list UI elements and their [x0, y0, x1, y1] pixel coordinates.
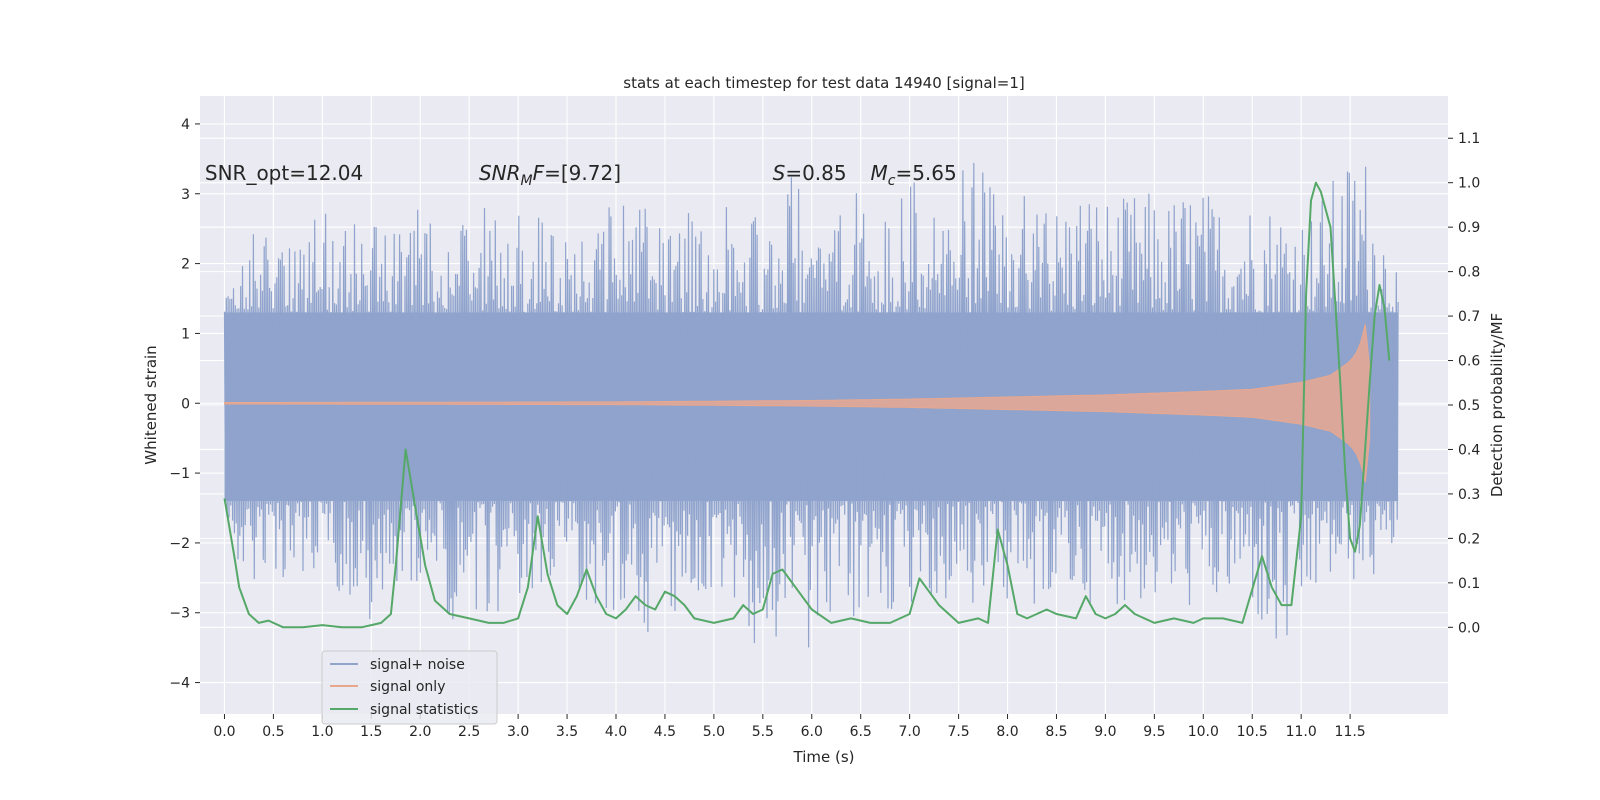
x-tick-label: 1.0	[311, 724, 333, 740]
legend-label-signal-statistics: signal statistics	[370, 702, 478, 718]
x-tick-label: 11.5	[1335, 724, 1366, 740]
annotation-part: =5.65	[895, 161, 956, 185]
y-right-tick-label: 1.0	[1458, 176, 1480, 192]
annotation-part: S	[773, 161, 786, 185]
annotation-2: S=0.85	[773, 161, 847, 185]
y-tick-label: 0	[181, 396, 190, 412]
y-axis-right-label: Detection probability/MF	[1488, 313, 1506, 497]
annotation-part: F	[533, 161, 545, 185]
y-tick-label: 3	[181, 187, 190, 203]
x-tick-label: 11.0	[1286, 724, 1317, 740]
x-tick-label: 4.0	[605, 724, 627, 740]
chart-title: stats at each timestep for test data 149…	[623, 74, 1024, 92]
x-tick-label: 7.0	[899, 724, 921, 740]
y-tick-label: 4	[181, 117, 190, 133]
x-tick-label: 9.5	[1143, 724, 1165, 740]
annotations: SNR_opt=12.04 SNRMF=[9.72] S=0.85 Mc=5.65	[205, 161, 957, 189]
legend-label-signal-noise: signal+ noise	[370, 657, 465, 673]
annotation-3: Mc=5.65	[870, 161, 956, 189]
x-tick-label: 10.5	[1237, 724, 1268, 740]
annotation-part: SNR	[479, 161, 521, 185]
x-tick-label: 1.5	[360, 724, 382, 740]
annotation-part: M	[521, 173, 533, 189]
x-tick-label: 0.5	[262, 724, 284, 740]
y-right-tick-label: 0.0	[1458, 620, 1480, 636]
y-tick-label: −3	[169, 606, 190, 622]
y-tick-label: −1	[169, 466, 190, 482]
x-tick-label: 8.5	[1045, 724, 1067, 740]
series-signal-only	[224, 324, 1371, 483]
y-tick-label: 2	[181, 257, 190, 273]
y-right-tick-label: 0.4	[1458, 442, 1480, 458]
x-tick-label: 2.0	[409, 724, 431, 740]
annotation-part: M	[870, 161, 887, 185]
annotation-part: c	[888, 173, 896, 189]
annotation-1: SNRMF=[9.72]	[479, 161, 621, 189]
legend: signal+ noise signal only signal statist…	[321, 650, 498, 725]
ticks: 0.0 0.5 1.0 1.5 2.0 2.5 3.0 3.5 4.0 4.5 5.0 5.5 6.0 6…	[169, 117, 1480, 740]
signal-statistics-line	[223, 181, 1391, 629]
data-layer	[223, 162, 1399, 648]
y-right-tick-label: 0.9	[1458, 220, 1480, 236]
y-right-tick-label: 0.6	[1458, 354, 1480, 370]
legend-label-signal-only: signal only	[370, 679, 445, 695]
x-tick-label: 3.5	[556, 724, 578, 740]
y-right-tick-label: 1.1	[1458, 131, 1480, 147]
y-right-tick-label: 0.3	[1458, 487, 1480, 503]
x-tick-label: 5.5	[752, 724, 774, 740]
series-signal-statistics	[223, 181, 1391, 629]
annotation-part: =0.85	[785, 161, 846, 185]
y-right-tick-label: 0.8	[1458, 265, 1480, 281]
y-tick-label: 1	[181, 326, 190, 342]
x-tick-label: 2.5	[458, 724, 480, 740]
x-tick-label: 0.0	[213, 724, 235, 740]
x-axis-label: Time (s)	[793, 748, 855, 766]
annotation-0: SNR_opt=12.04	[205, 161, 363, 185]
x-tick-label: 7.5	[947, 724, 969, 740]
x-tick-label: 6.0	[801, 724, 823, 740]
y-right-tick-label: 0.5	[1458, 398, 1480, 414]
x-tick-label: 3.0	[507, 724, 529, 740]
annotation-part: SNR_opt=12.04	[205, 161, 363, 185]
signal-only-envelope	[224, 324, 1371, 483]
signal-noise-trace	[223, 162, 1399, 648]
y-tick-label: −2	[169, 536, 190, 552]
y-axis-label: Whitened strain	[142, 345, 160, 464]
y-right-tick-label: 0.7	[1458, 309, 1480, 325]
x-tick-label: 10.0	[1188, 724, 1219, 740]
y-right-tick-label: 0.2	[1458, 531, 1480, 547]
x-tick-label: 5.0	[703, 724, 725, 740]
legend-frame	[321, 650, 498, 725]
x-tick-label: 4.5	[654, 724, 676, 740]
x-tick-label: 6.5	[850, 724, 872, 740]
y-tick-label: −4	[169, 676, 190, 692]
y-right-tick-label: 0.1	[1458, 576, 1480, 592]
annotation-part: =[9.72]	[544, 161, 621, 185]
x-tick-label: 9.0	[1094, 724, 1116, 740]
x-tick-label: 8.0	[996, 724, 1018, 740]
